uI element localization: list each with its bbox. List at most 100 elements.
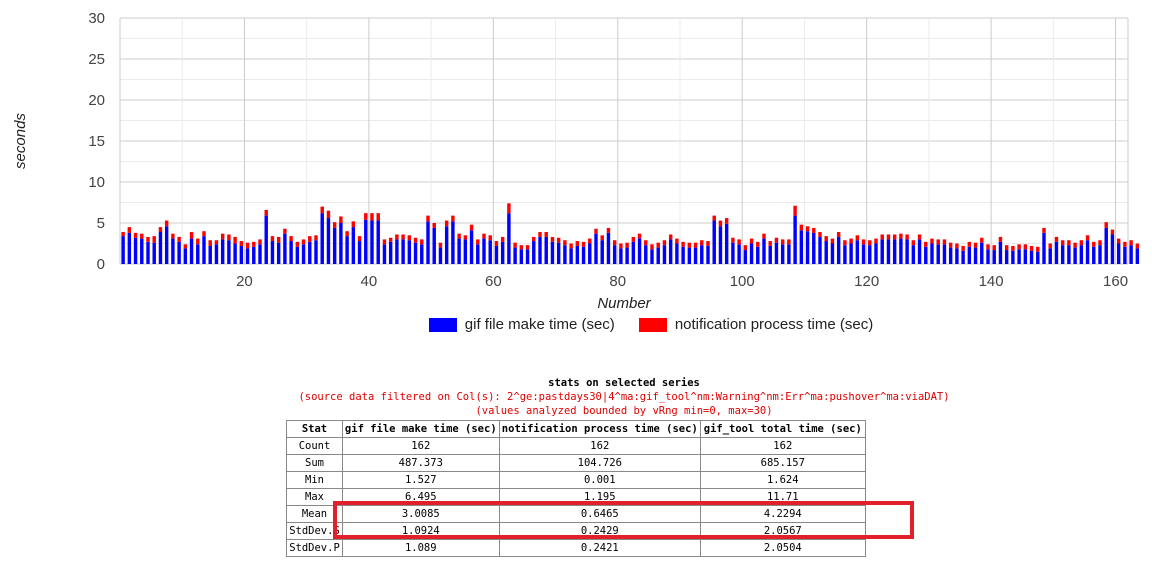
bar-notification <box>743 245 748 251</box>
bar-gif-make <box>538 236 542 264</box>
bar-notification <box>1004 245 1009 251</box>
bar-notification <box>252 241 256 247</box>
bar-notification <box>1073 242 1077 248</box>
bar-gif-make <box>942 244 947 264</box>
bar-notification <box>183 244 188 249</box>
bar-gif-make <box>700 245 704 264</box>
bar-gif-make <box>270 241 275 264</box>
bar-gif-make <box>631 241 636 264</box>
bar-gif-make <box>612 245 617 264</box>
bar-notification <box>724 218 729 224</box>
bar-gif-make <box>451 221 455 264</box>
legend-item-notification[interactable]: notification process time (sec) <box>638 316 874 333</box>
bar-gif-make <box>1079 245 1084 264</box>
bar-gif-make <box>469 230 474 264</box>
bar-gif-make <box>843 245 847 264</box>
bar-gif-make <box>575 245 580 264</box>
bar-notification <box>1123 241 1127 247</box>
bar-gif-make <box>488 240 492 264</box>
stat-name: Min <box>286 471 343 489</box>
bar-notification <box>899 233 903 239</box>
bar-gif-make <box>376 220 380 264</box>
bar-notification <box>332 222 337 228</box>
bar-gif-make <box>656 247 660 264</box>
bar-notification <box>631 236 636 242</box>
legend-label: notification process time (sec) <box>674 316 874 333</box>
bar-notification <box>868 240 872 246</box>
y-axis-ticks: 0 5 10 15 20 25 30 <box>88 10 105 273</box>
stacked-bar-chart: 0 5 10 15 20 25 30 20 40 60 80 100 120 140 160 Number… <box>12 10 1140 310</box>
bar-gif-make <box>1023 249 1028 264</box>
bar-gif-make <box>332 227 337 264</box>
x-axis-title: Number <box>597 295 651 310</box>
bar-notification <box>749 238 754 244</box>
stat-value: 104.726 <box>498 454 701 472</box>
bar-notification <box>687 242 692 248</box>
bar-notification <box>357 236 362 242</box>
bar-notification <box>308 236 312 242</box>
bar-gif-make <box>345 236 349 264</box>
bar-gif-make <box>202 236 206 264</box>
y-tick-label: 5 <box>97 215 105 232</box>
bar-gif-make <box>569 248 573 264</box>
bar-notification <box>426 215 430 222</box>
bar-gif-make <box>973 247 978 264</box>
bar-notification <box>905 234 909 240</box>
bar-gif-make <box>731 242 735 264</box>
bar-notification <box>289 236 293 242</box>
bar-notification <box>482 233 486 239</box>
bar-notification <box>855 235 860 241</box>
bar-gif-make <box>1098 245 1102 264</box>
stat-value: 1.089 <box>341 539 500 557</box>
bar-gif-make <box>426 221 430 264</box>
bar-notification <box>942 239 947 245</box>
bar-notification <box>513 242 517 248</box>
stat-name: Mean <box>286 505 343 523</box>
bar-gif-make <box>140 238 144 264</box>
highlight-box <box>333 501 914 539</box>
x-axis-ticks: 20 40 60 80 100 120 140 160 <box>236 273 1128 290</box>
bar-notification <box>500 236 505 242</box>
bar-gif-make <box>986 249 990 264</box>
bar-notification <box>924 241 928 247</box>
bar-gif-make <box>532 241 536 264</box>
bar-notification <box>656 242 660 248</box>
bar-notification <box>880 234 884 240</box>
legend-item-gif-make[interactable]: gif file make time (sec) <box>428 316 615 333</box>
bar-notification <box>270 236 275 242</box>
bar-notification <box>314 235 318 241</box>
bar-notification <box>681 241 685 247</box>
bar-notification <box>152 236 156 243</box>
bar-notification <box>301 239 306 245</box>
bar-gif-make <box>712 220 716 264</box>
bar-notification <box>177 236 181 242</box>
stats-bound-note: (values analyzed bounded by vRng min=0, … <box>475 405 773 417</box>
bar-notification <box>606 227 611 233</box>
stats-title: stats on selected series <box>548 377 700 389</box>
bar-gif-make <box>152 242 156 264</box>
bar-notification <box>700 240 704 246</box>
bar-notification <box>812 227 816 233</box>
bar-gif-make <box>980 242 984 264</box>
bar-gif-make <box>544 236 548 264</box>
bar-notification <box>625 242 629 248</box>
bar-gif-make <box>892 239 897 264</box>
bar-notification <box>563 240 567 246</box>
bar-notification <box>283 228 287 234</box>
bar-notification <box>1098 240 1102 246</box>
bar-notification <box>569 243 573 249</box>
bar-gif-make <box>588 243 592 264</box>
bar-gif-make <box>550 241 555 264</box>
bar-gif-make <box>818 236 822 264</box>
bar-gif-make <box>420 244 424 264</box>
bar-notification <box>488 235 492 241</box>
bar-notification <box>973 242 978 248</box>
bar-notification <box>438 242 443 248</box>
bar-gif-make <box>164 226 169 264</box>
bar-notification <box>158 227 163 233</box>
bar-notification <box>127 227 132 233</box>
bar-gif-make <box>880 239 884 264</box>
table-row: Min 1.527 0.001 1.624 <box>286 471 866 489</box>
bar-gif-make <box>687 247 692 264</box>
bar-notification <box>843 240 847 246</box>
